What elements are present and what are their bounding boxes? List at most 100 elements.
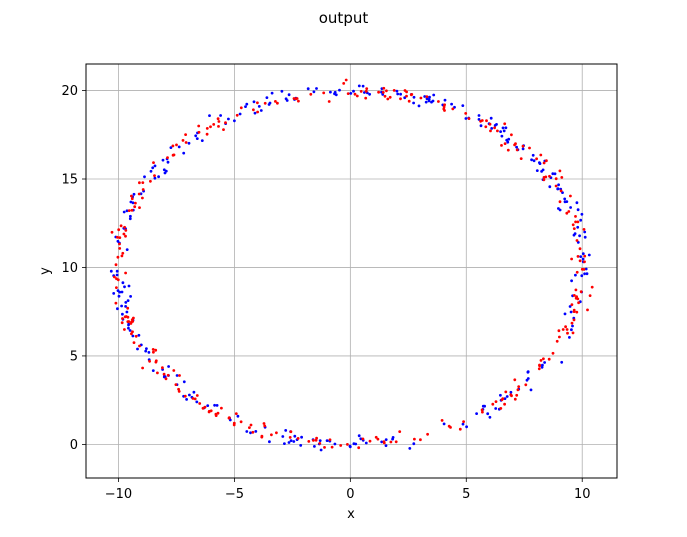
data-point: [200, 139, 204, 143]
data-point: [263, 101, 267, 105]
data-point: [154, 359, 158, 363]
data-point: [125, 310, 129, 314]
data-point: [499, 407, 503, 410]
data-point: [123, 285, 126, 289]
data-point: [570, 257, 573, 261]
data-point: [571, 331, 575, 335]
data-point: [122, 232, 126, 236]
data-point: [570, 321, 574, 325]
data-point: [500, 398, 504, 402]
data-point: [505, 395, 509, 398]
data-point: [205, 126, 209, 130]
data-point: [125, 209, 129, 213]
data-point: [167, 365, 171, 368]
data-point: [396, 92, 400, 96]
data-point: [244, 105, 247, 108]
data-point: [428, 95, 431, 99]
data-point: [499, 130, 502, 134]
data-point: [233, 119, 236, 123]
data-point: [430, 100, 433, 104]
data-point: [284, 429, 288, 432]
data-point: [526, 370, 530, 374]
data-point: [403, 89, 407, 92]
data-point: [141, 366, 145, 370]
data-point: [450, 102, 453, 106]
data-point: [575, 310, 579, 314]
data-point: [151, 348, 155, 351]
data-point: [129, 200, 133, 204]
data-point: [398, 430, 402, 433]
data-point: [138, 181, 141, 185]
data-point: [161, 366, 164, 370]
data-point: [412, 95, 416, 99]
data-point: [567, 210, 571, 213]
data-point: [289, 430, 293, 434]
data-point: [208, 114, 211, 117]
x-tick-label: 10: [574, 487, 591, 502]
data-point: [287, 441, 291, 444]
data-point: [503, 122, 507, 126]
data-point: [193, 397, 197, 401]
data-point: [138, 206, 141, 210]
data-point: [539, 359, 543, 362]
data-point: [574, 273, 577, 277]
data-point: [403, 96, 407, 100]
data-point: [137, 192, 141, 196]
data-point: [131, 330, 134, 334]
data-point: [245, 430, 249, 433]
data-point: [123, 225, 126, 229]
data-point: [147, 351, 151, 354]
data-point: [185, 398, 189, 401]
data-point: [389, 440, 393, 444]
data-point: [494, 407, 498, 410]
data-point: [489, 116, 493, 120]
data-point: [582, 268, 586, 271]
data-point: [528, 146, 531, 150]
data-point: [554, 184, 558, 188]
plot-border: [85, 63, 618, 479]
data-point: [521, 147, 525, 151]
data-point: [118, 247, 122, 250]
data-point: [565, 200, 569, 204]
data-point: [481, 404, 485, 408]
data-point: [263, 424, 267, 428]
data-point: [590, 285, 594, 289]
data-point: [197, 124, 201, 128]
data-point: [166, 373, 170, 377]
data-point: [245, 102, 249, 106]
data-point: [510, 394, 513, 398]
data-point: [417, 104, 421, 108]
data-point: [239, 420, 243, 424]
data-point: [477, 118, 481, 121]
data-point: [544, 175, 548, 179]
data-point: [131, 201, 135, 205]
data-point: [162, 168, 166, 172]
data-point: [270, 433, 273, 437]
data-point: [516, 388, 520, 392]
data-point: [222, 128, 225, 132]
data-point: [141, 181, 145, 185]
data-point: [256, 101, 259, 105]
data-point: [488, 415, 492, 419]
data-point: [399, 92, 402, 96]
data-point: [182, 151, 186, 155]
data-point: [127, 284, 131, 288]
data-point: [399, 97, 402, 101]
data-point: [152, 161, 155, 165]
data-point: [215, 404, 219, 407]
data-point: [121, 317, 124, 320]
data-point: [442, 422, 446, 426]
data-point: [542, 161, 546, 165]
data-point: [169, 146, 173, 150]
data-point: [217, 125, 220, 128]
data-point: [494, 400, 498, 403]
data-point: [580, 212, 584, 216]
data-point: [464, 117, 468, 120]
y-axis-label: y: [38, 267, 53, 275]
data-point: [227, 416, 231, 420]
data-point: [112, 292, 116, 295]
data-point: [129, 322, 133, 325]
data-point: [285, 99, 289, 102]
data-point: [171, 144, 175, 148]
data-point: [213, 403, 217, 407]
